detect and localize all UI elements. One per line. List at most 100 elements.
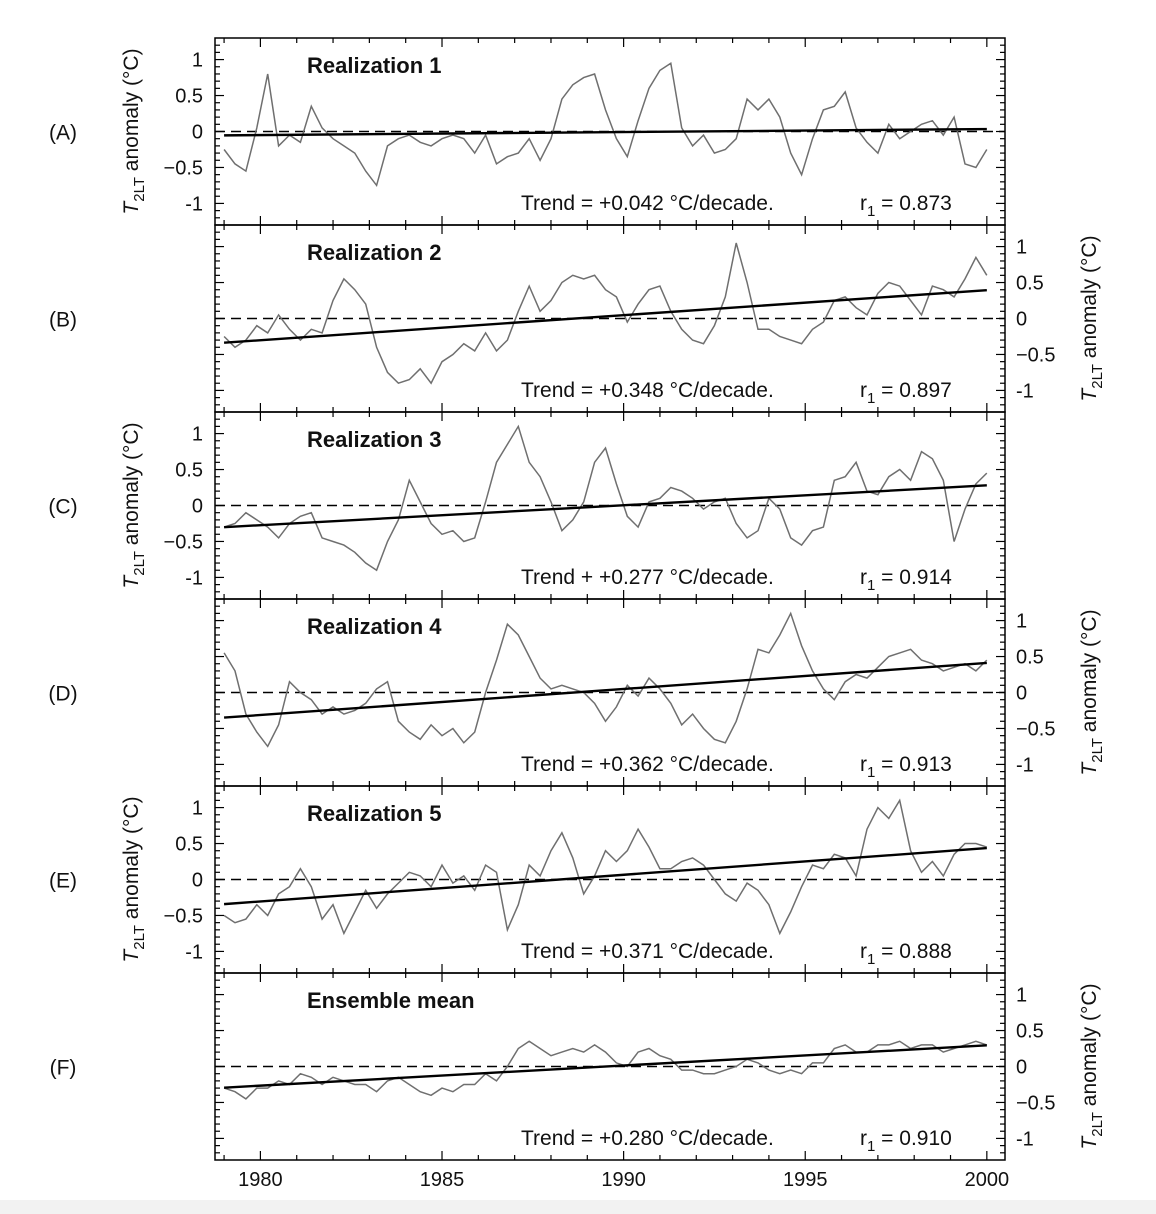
- y-axis-label-symbol: T: [1078, 1135, 1101, 1150]
- lag1-autocorrelation: r1 = 0.910: [860, 1127, 952, 1155]
- trend-statistic: Trend = +0.371 °C/decade.: [521, 940, 774, 963]
- panel-title: Realization 2: [307, 240, 441, 265]
- y-tick-label: 0: [192, 122, 203, 144]
- y-tick-label: -1: [185, 193, 203, 215]
- y-axis-label-subscript: 2LT: [131, 177, 148, 202]
- r1-subscript: 1: [867, 577, 875, 594]
- window-bottom-strip: [0, 1200, 1156, 1214]
- panel-letter: (F): [50, 1057, 77, 1080]
- y-tick-label: 1: [1016, 985, 1027, 1007]
- panel-letter: (E): [49, 870, 77, 893]
- x-tick-label: 1980: [238, 1169, 283, 1191]
- lag1-autocorrelation: r1 = 0.913: [860, 753, 952, 781]
- anomaly-series-line: [223, 242, 988, 385]
- panel-a: (A) Realization 1 Trend = +0.042 °C/decade…: [49, 37, 1006, 226]
- r1-subscript: 1: [867, 1138, 875, 1155]
- y-tick-label: 1: [192, 798, 203, 820]
- x-tick-label: 1990: [601, 1169, 646, 1191]
- r1-symbol: r: [860, 753, 867, 776]
- r1-value: = 0.910: [875, 1127, 951, 1150]
- lag1-autocorrelation: r1 = 0.914: [860, 566, 952, 594]
- panel-frame: [214, 972, 1006, 1161]
- panel-c: (C) Realization 3 Trend + +0.277 °C/decade…: [48, 411, 1006, 600]
- panel-letter: (A): [49, 122, 77, 145]
- y-tick-label: −0.5: [1016, 344, 1055, 366]
- y-axis-label-symbol: T: [120, 948, 143, 963]
- panel-d: (D) Realization 4 Trend = +0.362 °C/decade…: [48, 598, 1106, 787]
- y-tick-label: −0.5: [1016, 718, 1055, 740]
- y-axis-label-text: anomaly (°C): [120, 796, 143, 925]
- r1-subscript: 1: [867, 764, 875, 781]
- y-tick-label: 0.5: [175, 86, 203, 108]
- trend-line: [223, 661, 987, 719]
- panel-letter: (D): [48, 683, 77, 706]
- r1-subscript: 1: [867, 390, 875, 407]
- y-tick-label: 0.5: [175, 460, 203, 482]
- y-axis-label: T2LT anomaly (°C): [120, 796, 148, 962]
- panel-title: Realization 4: [307, 614, 442, 639]
- y-tick-label: 0.5: [1016, 647, 1044, 669]
- y-axis-label-symbol: T: [120, 200, 143, 215]
- y-tick-label: -1: [1016, 380, 1034, 402]
- trend-statistic: Trend = +0.042 °C/decade.: [521, 192, 774, 215]
- r1-subscript: 1: [867, 951, 875, 968]
- y-axis-label-text: anomaly (°C): [120, 422, 143, 551]
- panel-letter: (B): [49, 309, 77, 332]
- r1-value: = 0.914: [875, 566, 952, 589]
- y-axis-label: T2LT anomaly (°C): [120, 422, 148, 588]
- lag1-autocorrelation: r1 = 0.897: [860, 379, 952, 407]
- y-axis-label-symbol: T: [1078, 387, 1101, 402]
- y-axis-label-text: anomaly (°C): [1078, 235, 1101, 364]
- r1-symbol: r: [860, 192, 867, 215]
- x-tick-label: 2000: [965, 1169, 1010, 1191]
- y-tick-label: -1: [185, 567, 203, 589]
- r1-value: = 0.873: [875, 192, 951, 215]
- y-tick-label: -1: [1016, 1128, 1034, 1150]
- y-tick-label: 1: [1016, 611, 1027, 633]
- y-tick-label: 0: [192, 496, 203, 518]
- trend-statistic: Trend = +0.362 °C/decade.: [521, 753, 774, 776]
- x-tick-label: 1985: [420, 1169, 465, 1191]
- trend-line: [224, 484, 987, 529]
- panel-e: (E) Realization 5 Trend = +0.371 °C/decade…: [49, 785, 1006, 974]
- trend-line: [223, 846, 987, 906]
- anomaly-series-line: [223, 61, 988, 188]
- r1-value: = 0.888: [875, 940, 951, 963]
- y-axis-label-symbol: T: [1078, 761, 1101, 776]
- y-axis-label: T2LT anomaly (°C): [120, 48, 148, 214]
- r1-value: = 0.913: [875, 753, 951, 776]
- r1-symbol: r: [860, 1127, 867, 1150]
- y-tick-label: 0: [192, 870, 203, 892]
- anomaly-series-line: [223, 611, 988, 748]
- r1-symbol: r: [860, 379, 867, 402]
- trend-statistic: Trend = +0.348 °C/decade.: [521, 379, 774, 402]
- y-axis-label-subscript: 2LT: [131, 925, 148, 950]
- trend-statistic: Trend = +0.280 °C/decade.: [521, 1127, 774, 1150]
- panel-title: Realization 5: [307, 801, 441, 826]
- y-axis-label-text: anomaly (°C): [120, 48, 143, 177]
- trend-line: [223, 288, 987, 344]
- r1-symbol: r: [860, 566, 867, 589]
- y-axis-label: T2LT anomaly (°C): [1078, 983, 1106, 1149]
- y-tick-label: -1: [1016, 754, 1034, 776]
- y-tick-label: 1: [1016, 237, 1027, 259]
- r1-value: = 0.897: [875, 379, 951, 402]
- y-tick-label: 0.5: [1016, 1021, 1044, 1043]
- y-tick-label: 1: [192, 50, 203, 72]
- y-axis-label-subscript: 2LT: [131, 551, 148, 576]
- x-tick-label: 1995: [783, 1169, 828, 1191]
- panel-title: Realization 1: [307, 53, 441, 78]
- trend-line: [224, 1044, 987, 1089]
- trend-statistic: Trend + +0.277 °C/decade.: [521, 566, 774, 589]
- lag1-autocorrelation: r1 = 0.888: [860, 940, 952, 968]
- r1-symbol: r: [860, 940, 867, 963]
- trend-line: [224, 127, 987, 137]
- y-tick-label: 0.5: [1016, 273, 1044, 295]
- panel-title: Ensemble mean: [307, 988, 475, 1013]
- anomaly-series-line: [223, 798, 988, 936]
- y-axis-label-symbol: T: [120, 574, 143, 589]
- anomaly-series-line: [223, 424, 988, 572]
- y-tick-label: 0: [1016, 1057, 1027, 1079]
- y-axis-label-text: anomaly (°C): [1078, 609, 1101, 738]
